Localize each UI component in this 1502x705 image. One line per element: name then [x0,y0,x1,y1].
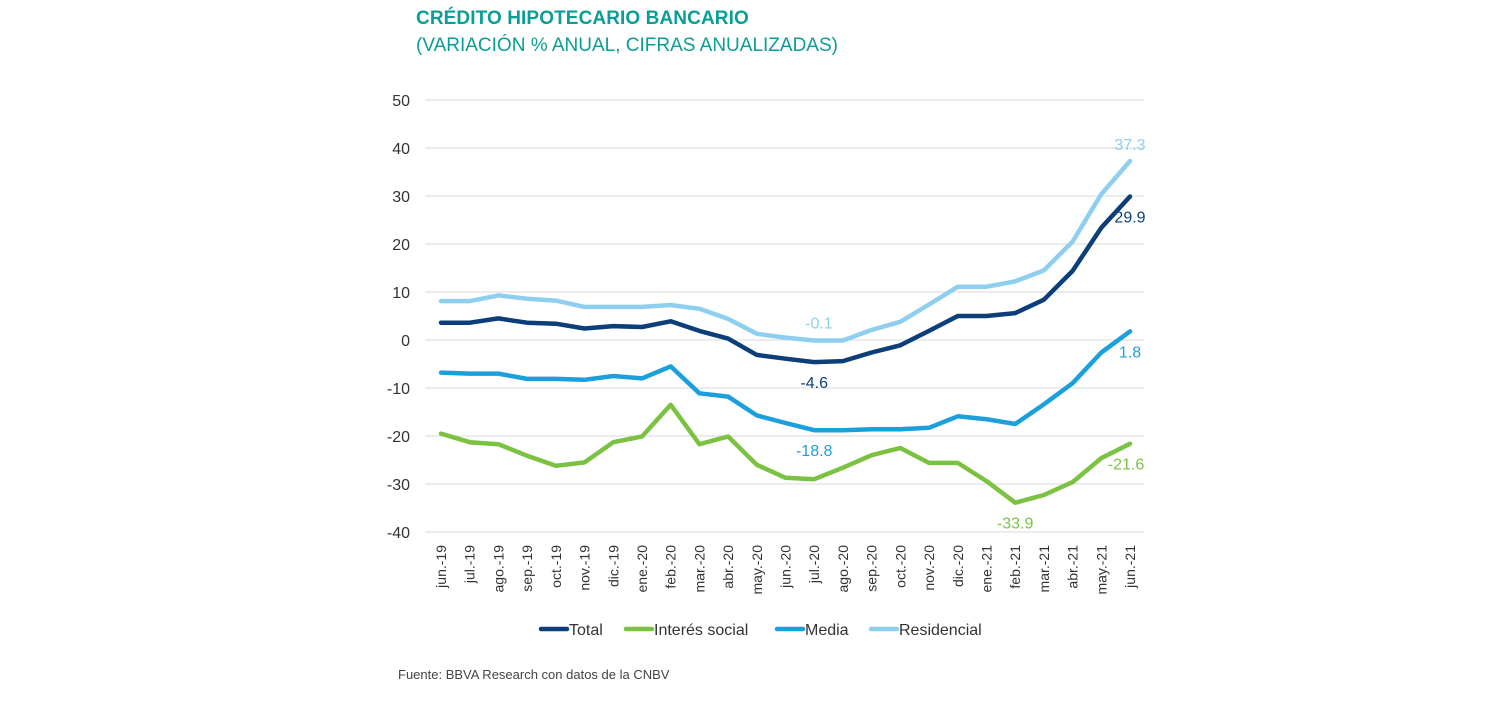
y-tick-label: 30 [392,189,410,206]
y-tick-label: 10 [392,285,410,302]
x-tick-label: nov.-20 [921,545,937,591]
series-line-total [438,194,1133,365]
x-tick-label: ene.-21 [978,545,994,593]
data-label: -0.1 [805,315,833,332]
series-line-residencial [438,158,1133,343]
legend-label: Interés social [654,622,748,639]
data-label: 1.8 [1119,344,1141,361]
y-tick-label: 50 [392,93,410,110]
x-tick-label: oct.-19 [548,545,564,588]
legend-label: Media [805,622,849,639]
x-tick-label: sep.-19 [519,545,535,592]
x-tick-label: oct.-20 [892,545,908,588]
y-tick-label: -10 [387,381,410,398]
x-tick-label: may.-21 [1093,545,1109,595]
data-label: -33.9 [997,516,1034,533]
legend-label: Total [569,622,603,639]
x-tick-label: feb.-21 [1007,545,1023,589]
x-tick-label: feb.-20 [663,545,679,589]
x-axis: jun.-19 jul.-19 ago.-19 sep.-19 oct.-19 nov.-… [433,545,1138,595]
chart-title: CRÉDITO HIPOTECARIO BANCARIO [416,8,749,29]
data-label: 29.9 [1114,209,1145,226]
x-tick-label: mar.-20 [691,545,707,593]
x-tick-label: abr.-21 [1065,545,1081,589]
x-tick-label: jun.-19 [433,545,449,589]
x-tick-label: dic.-19 [605,545,621,587]
legend: Total Interés social Media Residencial [538,622,982,639]
x-tick-label: ago.-20 [835,545,851,593]
x-tick-label: jul.-19 [462,545,478,584]
y-tick-label: 40 [392,141,410,158]
chart-subtitle: (VARIACIÓN % ANUAL, CIFRAS ANUALIZADAS) [416,35,838,56]
source-note: Fuente: BBVA Research con datos de la CN… [398,667,670,682]
x-tick-label: ene.-20 [634,545,650,593]
gridlines [425,99,1144,533]
legend-label: Residencial [899,622,982,639]
x-tick-label: sep.-20 [864,545,880,592]
y-tick-label: -20 [387,429,410,446]
x-tick-label: jul.-20 [806,545,822,584]
series-line-interés-social [438,402,1133,505]
series-lines [438,158,1133,505]
data-labels: -4.6 29.9 -33.9 -21.6 -18.8 1.8 -0.1 37.3 [796,137,1146,533]
y-tick-label: -30 [387,477,410,494]
x-tick-label: may.-20 [749,545,765,595]
x-tick-label: abr.-20 [720,545,736,589]
x-tick-label: dic.-20 [950,545,966,587]
data-label: 37.3 [1114,137,1145,154]
x-tick-label: nov.-19 [577,545,593,591]
data-label: -21.6 [1108,457,1145,474]
x-tick-label: mar.-21 [1036,545,1052,593]
y-tick-label: 0 [401,333,410,350]
x-tick-label: ago.-19 [490,545,506,593]
data-label: -18.8 [796,443,833,460]
series-line-media [438,329,1133,433]
y-tick-label: 20 [392,237,410,254]
x-tick-label: jun.-20 [778,545,794,589]
y-tick-label: -40 [387,525,410,542]
y-axis: 50 40 30 20 10 0 -10 -20 -30 -40 [387,93,410,542]
x-tick-label: jun.-21 [1122,545,1138,589]
data-label: -4.6 [800,375,828,392]
